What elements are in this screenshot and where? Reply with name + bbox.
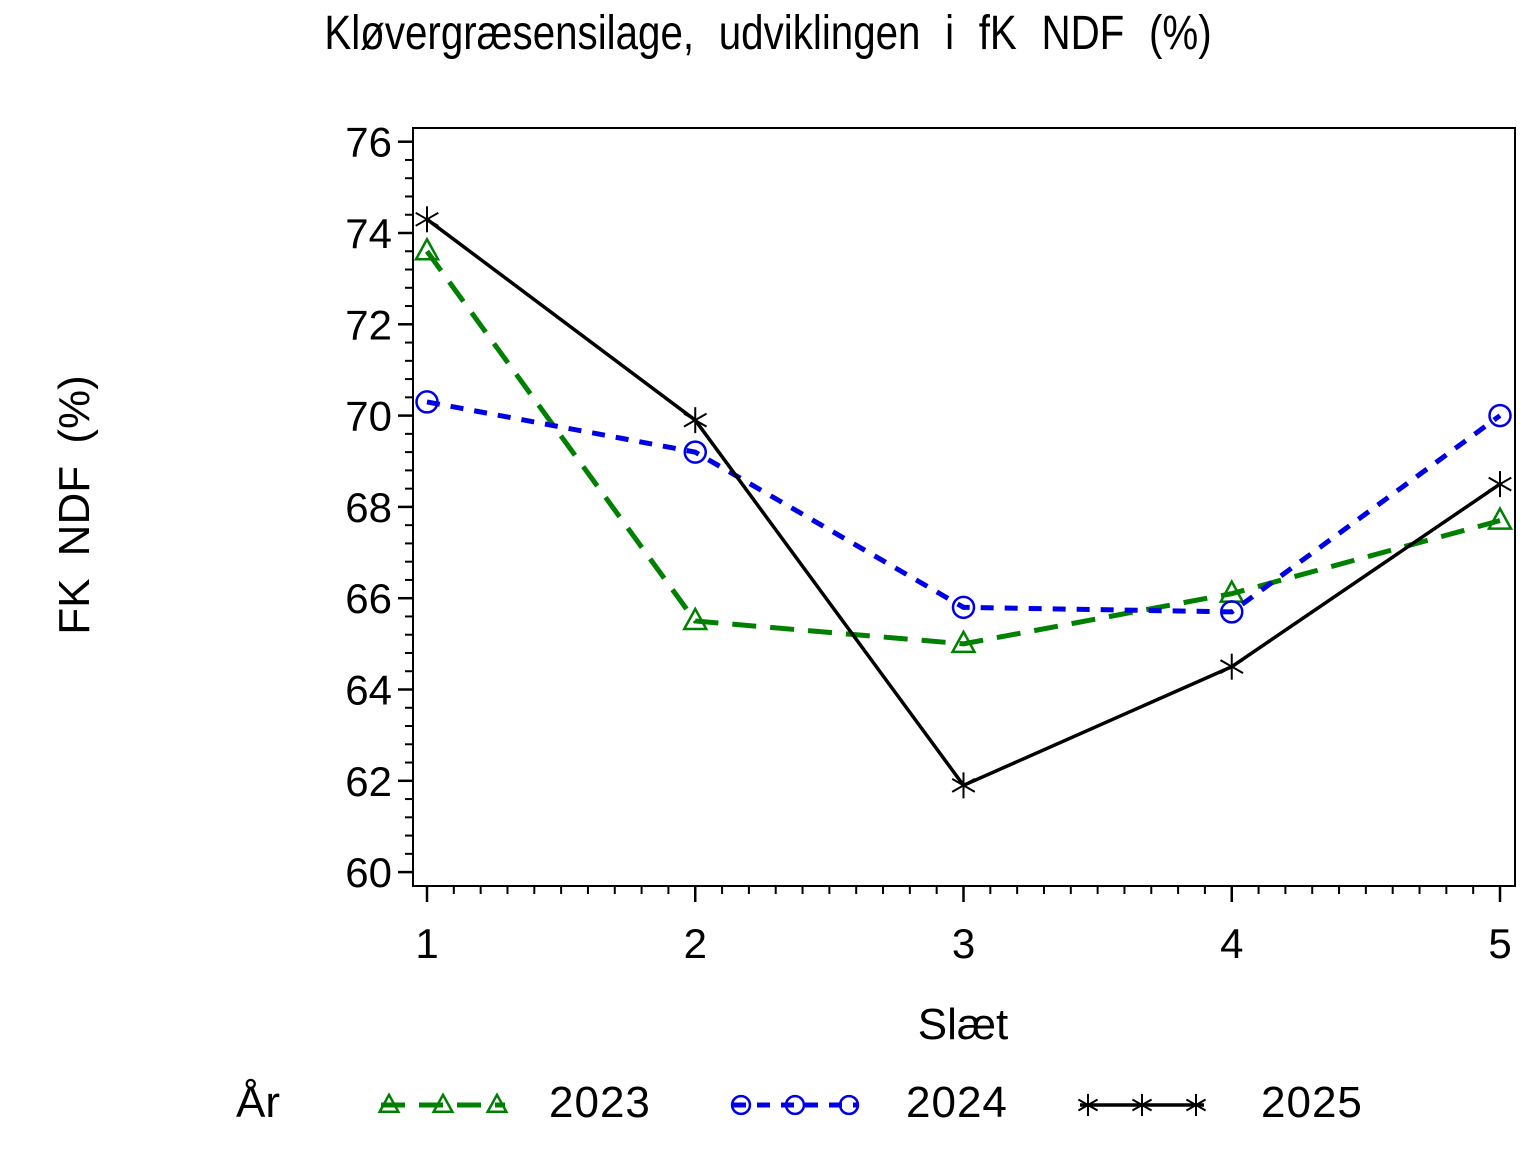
y-tick-label: 76	[345, 119, 392, 166]
circle-marker	[951, 595, 976, 620]
series-line-2024	[426, 399, 1502, 615]
asterisk-marker	[1185, 1098, 1207, 1112]
circle-marker	[784, 1094, 806, 1116]
triangle-marker	[377, 1092, 401, 1114]
x-tick-label: 5	[1488, 920, 1511, 967]
asterisk-marker	[683, 412, 708, 428]
triangle-marker	[950, 629, 977, 654]
y-tick-label: 72	[345, 301, 392, 348]
legend-sample-2024	[730, 1094, 860, 1116]
chart-title: Kløvergræsensilage, udviklingen i fK NDF…	[324, 7, 1212, 60]
y-tick-label: 68	[345, 484, 392, 531]
circle-marker	[683, 440, 707, 464]
asterisk-marker	[1219, 659, 1244, 675]
y-tick-label: 74	[345, 210, 392, 257]
circle-marker	[1220, 600, 1244, 624]
asterisk-marker	[1131, 1098, 1153, 1112]
circle-marker	[415, 390, 439, 414]
triangle-marker	[682, 606, 709, 631]
legend: År 2023 2024 2025	[0, 1065, 1536, 1145]
circle-marker	[730, 1094, 752, 1116]
legend-sample-2023	[377, 1092, 509, 1114]
y-tick-label: 64	[345, 667, 392, 714]
x-tick-label: 4	[1220, 920, 1243, 967]
triangle-marker	[485, 1092, 509, 1114]
triangle-marker	[413, 236, 441, 261]
asterisk-marker	[1077, 1098, 1099, 1112]
x-tick-label: 3	[952, 920, 975, 967]
asterisk-marker	[415, 211, 439, 227]
plot-area: 60 62 64 66 68 70 72 74 76 1 2 3 4 5	[345, 119, 1516, 967]
legend-sample-2025	[1077, 1093, 1207, 1117]
x-tick-label: 2	[684, 920, 707, 967]
legend-label-2023: 2023	[549, 1078, 651, 1127]
triangle-marker	[431, 1092, 455, 1114]
x-axis-label: Slæt	[917, 1000, 1009, 1049]
circle-marker	[1488, 403, 1512, 428]
plot-frame	[412, 127, 1516, 887]
legend-title: År	[236, 1078, 280, 1127]
series-line-2023	[424, 249, 1501, 647]
legend-label-2024: 2024	[906, 1078, 1008, 1127]
y-tick-label: 62	[345, 758, 392, 805]
circle-marker	[838, 1094, 860, 1116]
asterisk-marker	[1488, 476, 1512, 492]
series-line-2025	[425, 217, 1501, 788]
y-tick-label: 60	[345, 849, 392, 896]
x-tick-label: 1	[415, 920, 438, 967]
asterisk-marker	[951, 777, 976, 793]
y-tick-label: 66	[345, 575, 392, 622]
triangle-marker	[1486, 506, 1514, 530]
legend-label-2025: 2025	[1261, 1078, 1363, 1127]
y-tick-label: 70	[345, 393, 392, 440]
